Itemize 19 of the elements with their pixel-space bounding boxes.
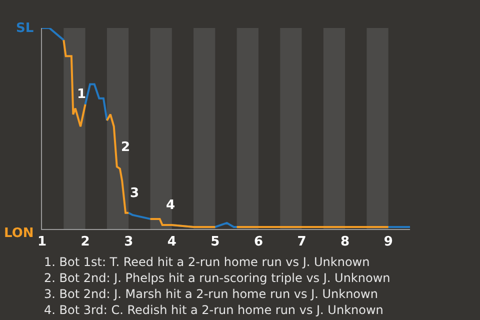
- x-tick-label: 4: [167, 234, 176, 250]
- annotation: 1: [77, 87, 86, 102]
- text: 3. Bot 2nd: J. Marsh hit a 2-run home run vs J. Unknown: [44, 287, 378, 301]
- x-tick-label: 8: [340, 234, 350, 250]
- x-tick-label: 6: [254, 234, 263, 250]
- x-tick-label: 5: [210, 234, 220, 250]
- text: 2. Bot 2nd: J. Phelps hit a run-scoring triple vs J. Unknown: [44, 271, 390, 285]
- annotation: 3: [130, 186, 140, 201]
- annotation: 2: [121, 140, 130, 155]
- x-tick-label: 3: [124, 234, 134, 250]
- text: 4. Bot 3rd: C. Redish hit a 2-run home run vs J. Unknown: [44, 303, 384, 317]
- x-tick-label: 9: [384, 234, 393, 250]
- annotation: 4: [166, 198, 176, 213]
- text: LON: [4, 226, 34, 241]
- text: 1. Bot 1st: T. Reed hit a 2-run home run vs J. Unknown: [44, 255, 370, 269]
- x-tick-label: 1: [37, 234, 47, 250]
- x-tick-label: 2: [80, 234, 90, 250]
- text: SL: [16, 21, 34, 36]
- x-tick-label: 7: [297, 234, 306, 250]
